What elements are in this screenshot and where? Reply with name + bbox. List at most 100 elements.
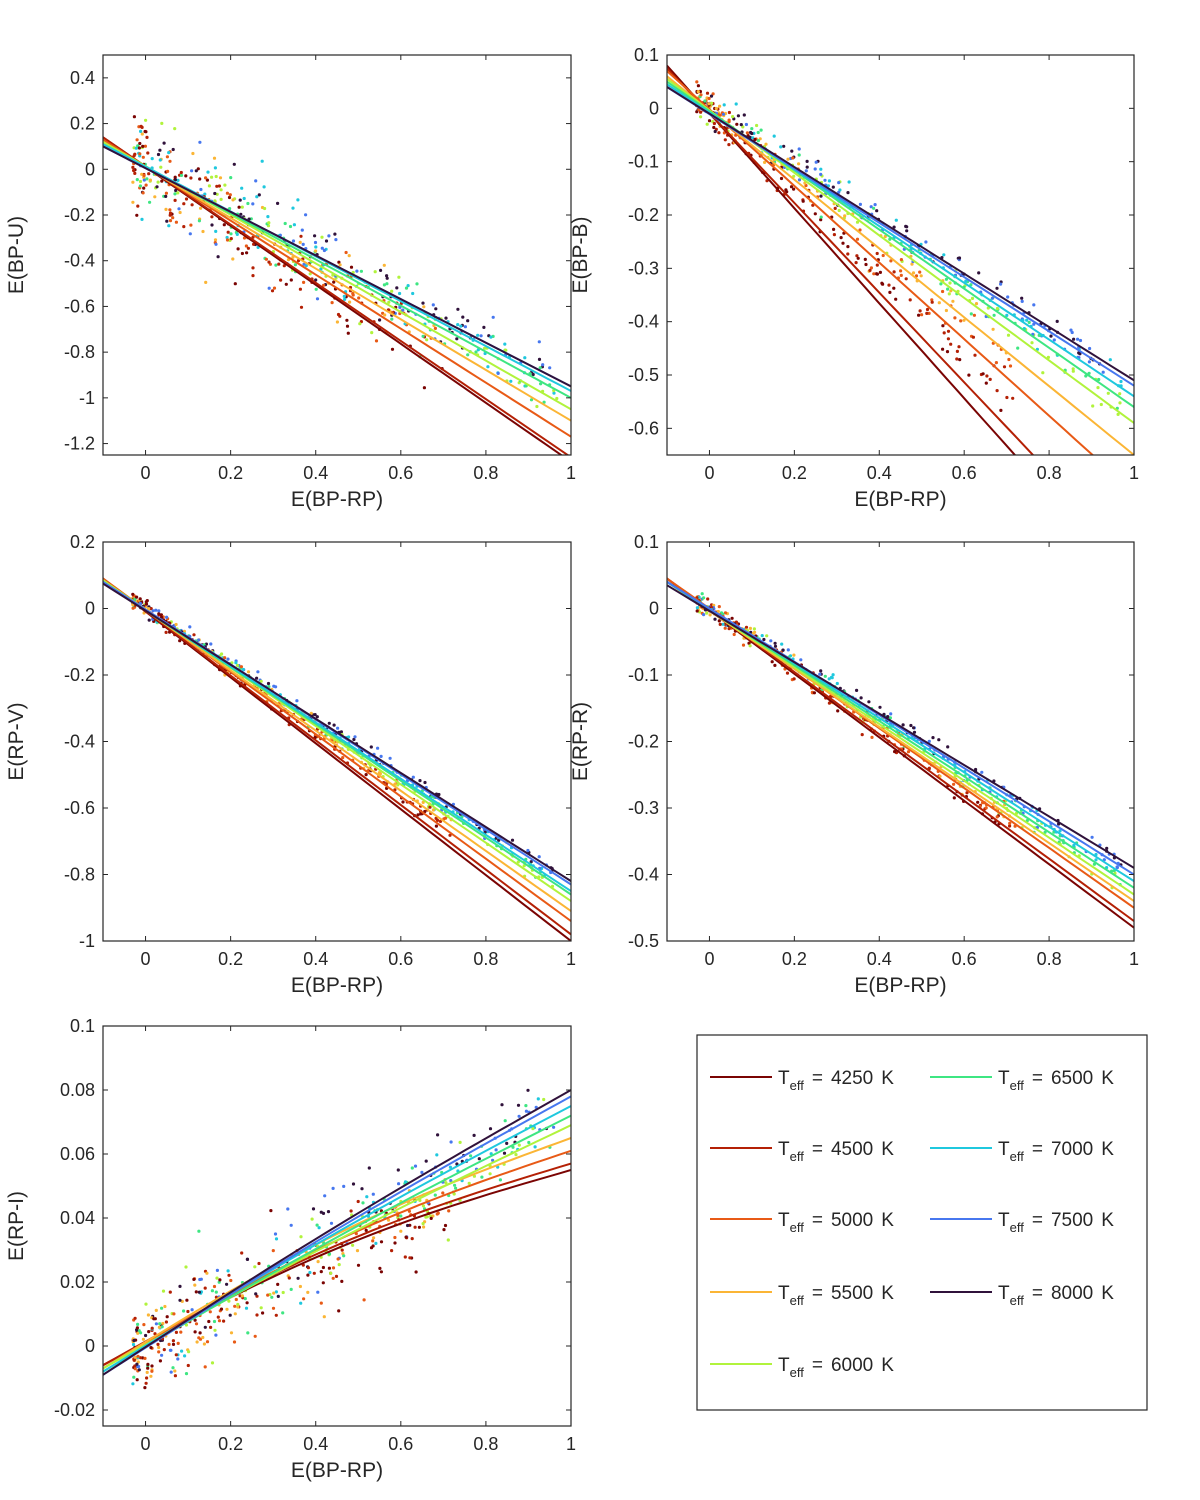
x-tick-label: 0.6 <box>388 1434 413 1454</box>
legend-item-5500: Teff = 5500 K <box>710 1283 894 1308</box>
scatter-point <box>390 1249 394 1253</box>
scatter-point <box>205 1340 210 1344</box>
scatter-point <box>132 115 136 119</box>
scatter-point <box>193 1330 197 1334</box>
scatter-point <box>1058 829 1062 833</box>
scatter-point <box>702 596 706 600</box>
scatter-point <box>751 631 756 635</box>
scatter-point <box>458 1140 462 1144</box>
scatter-point <box>702 613 706 617</box>
scatter-point <box>131 1342 136 1347</box>
scatter-point <box>312 1271 316 1275</box>
scatter-point <box>213 191 217 196</box>
scatter-point <box>346 331 350 335</box>
scatter-point <box>780 642 784 646</box>
scatter-point <box>1099 402 1103 407</box>
x-axis-label: E(BP-RP) <box>854 974 946 997</box>
scatter-point <box>192 633 196 637</box>
scatter-point <box>140 125 144 129</box>
scatter-point <box>781 648 785 652</box>
scatter-point <box>797 162 801 166</box>
scatter-point <box>717 605 721 609</box>
scatter-point <box>449 1179 453 1183</box>
scatter-point <box>146 1362 150 1366</box>
scatter-point <box>463 325 467 329</box>
scatter-point <box>145 135 149 139</box>
scatter-point <box>194 1322 199 1326</box>
scatter-point <box>1008 821 1012 826</box>
scatter-point <box>721 622 725 626</box>
scatter-point <box>244 1306 249 1310</box>
y-ticks: 0.4 0.2 0 -0.2 -0.4 -0.6 -0.8 -1 -1.2 <box>64 68 571 454</box>
scatter-point <box>218 176 223 180</box>
scatter-point <box>145 1376 149 1380</box>
scatter-point <box>695 606 700 610</box>
scatter-point <box>173 175 177 179</box>
scatter-point <box>165 219 169 223</box>
scatter-point <box>434 307 438 311</box>
scatter-point <box>941 347 945 351</box>
scatter-point <box>327 234 331 238</box>
scatter-point <box>944 277 949 281</box>
scatter-point <box>216 1315 220 1319</box>
scatter-point <box>254 179 258 183</box>
scatter-point <box>782 144 786 148</box>
scatter-point <box>393 1241 397 1245</box>
scatter-point <box>207 184 211 188</box>
scatter-point <box>164 191 168 195</box>
scatter-point <box>149 607 153 611</box>
scatter-point <box>483 346 487 350</box>
scatter-point <box>831 673 835 677</box>
fit-line-7500 <box>667 581 1134 876</box>
scatter-point <box>131 606 135 610</box>
scatter-point <box>236 1305 240 1309</box>
scatter-point <box>370 331 374 335</box>
scatter-point <box>428 805 432 809</box>
scatter-point <box>804 169 808 173</box>
scatter-point <box>364 1228 368 1232</box>
scatter-point <box>859 696 863 700</box>
scatter-point <box>1090 835 1094 839</box>
scatter-point <box>892 225 896 229</box>
scatter-point <box>156 1342 160 1346</box>
scatter-point <box>168 219 173 223</box>
scatter-point <box>190 1308 194 1312</box>
scatter-point <box>797 178 802 182</box>
scatter-point <box>912 730 917 734</box>
scatter-point <box>760 634 764 638</box>
fit-line-5500 <box>103 579 571 912</box>
scatter-point <box>976 800 980 804</box>
scatter-point <box>912 726 916 730</box>
scatter-point <box>239 665 243 669</box>
scatter-point <box>316 1290 320 1294</box>
scatter-point <box>930 300 934 304</box>
scatter-point <box>699 115 703 119</box>
scatter-point <box>410 1237 414 1241</box>
scatter-point <box>756 130 760 135</box>
scatter-point <box>422 386 426 390</box>
scatter-point <box>167 151 171 155</box>
scatter-point <box>208 1310 212 1314</box>
scatter-point <box>436 1133 440 1137</box>
scatter-point <box>374 339 379 343</box>
x-tick-label: 0 <box>141 463 151 483</box>
scatter-point <box>942 253 946 257</box>
scatter-point <box>448 833 452 837</box>
y-tick-label: 0.1 <box>634 532 659 552</box>
scatter-point <box>336 312 341 317</box>
scatter-point <box>188 625 192 629</box>
fit-line-4500 <box>667 67 1035 455</box>
scatter-point <box>517 1143 521 1147</box>
scatter-point <box>178 210 182 215</box>
scatter-point <box>279 278 283 282</box>
scatter-point <box>1071 367 1075 371</box>
scatter-point <box>238 1294 242 1298</box>
scatter-point <box>339 730 343 734</box>
y-tick-label: 0.06 <box>60 1144 95 1164</box>
scatter-point <box>813 212 817 216</box>
scatter-point <box>1070 330 1074 335</box>
scatter-point <box>379 1270 383 1274</box>
scatter-point <box>527 1140 531 1145</box>
scatter-point <box>159 165 163 169</box>
scatter-point <box>837 181 841 185</box>
